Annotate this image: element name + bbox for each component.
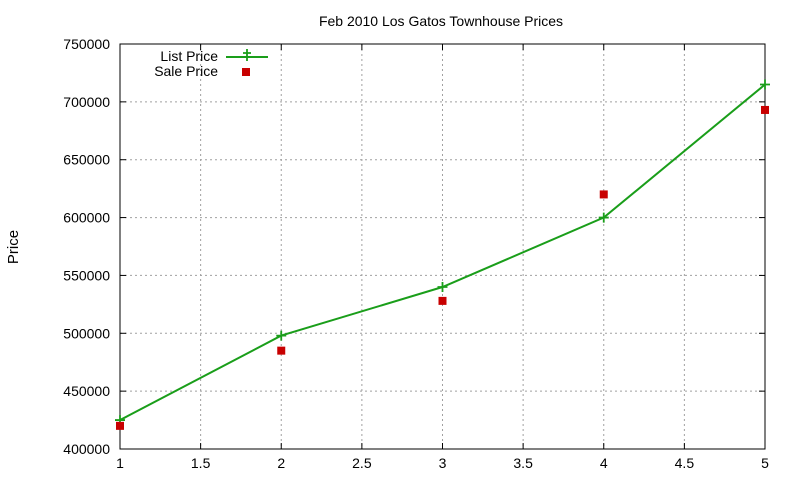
legend-label-sale-price: Sale Price — [154, 63, 218, 79]
legend-label-list-price: List Price — [160, 48, 218, 64]
y-tick-label: 550000 — [63, 267, 110, 283]
y-tick-label: 700000 — [63, 94, 110, 110]
data-point — [438, 296, 447, 305]
x-tick-label: 2 — [277, 455, 285, 471]
x-tick-label: 1.5 — [191, 455, 211, 471]
data-point — [598, 212, 609, 223]
y-tick-label: 750000 — [63, 36, 110, 52]
x-tick-label: 4 — [600, 455, 608, 471]
y-tick-label: 450000 — [63, 383, 110, 399]
data-point — [599, 190, 608, 199]
data-point — [761, 105, 769, 114]
x-tick-label: 1 — [116, 455, 124, 471]
x-tick-label: 3.5 — [513, 455, 533, 471]
data-point — [277, 346, 286, 355]
y-axis-label: Price — [5, 230, 22, 264]
axis-ticks: 1 1.5 2 2.5 3 3.5 4 4.5 5 400000 450000 500000 55000… — [63, 36, 769, 471]
legend-marker-sale-price — [242, 68, 250, 76]
series-sale-price — [116, 105, 769, 430]
x-tick-label: 2.5 — [352, 455, 372, 471]
gridlines — [120, 44, 765, 449]
series-list-price — [115, 79, 770, 426]
chart-title: Feb 2010 Los Gatos Townhouse Prices — [319, 13, 563, 29]
legend-marker-list-price — [243, 49, 251, 61]
x-tick-label: 4.5 — [675, 455, 695, 471]
x-tick-label: 5 — [761, 455, 769, 471]
y-tick-label: 650000 — [63, 152, 110, 168]
y-tick-label: 400000 — [63, 441, 110, 457]
data-point — [116, 421, 124, 430]
series-layer — [115, 79, 770, 430]
legend: List Price Sale Price — [154, 48, 268, 79]
data-point — [760, 79, 770, 90]
y-tick-label: 600000 — [63, 210, 110, 226]
x-tick-label: 3 — [439, 455, 447, 471]
y-tick-label: 500000 — [63, 325, 110, 341]
data-point — [276, 330, 287, 341]
data-point — [437, 282, 448, 292]
